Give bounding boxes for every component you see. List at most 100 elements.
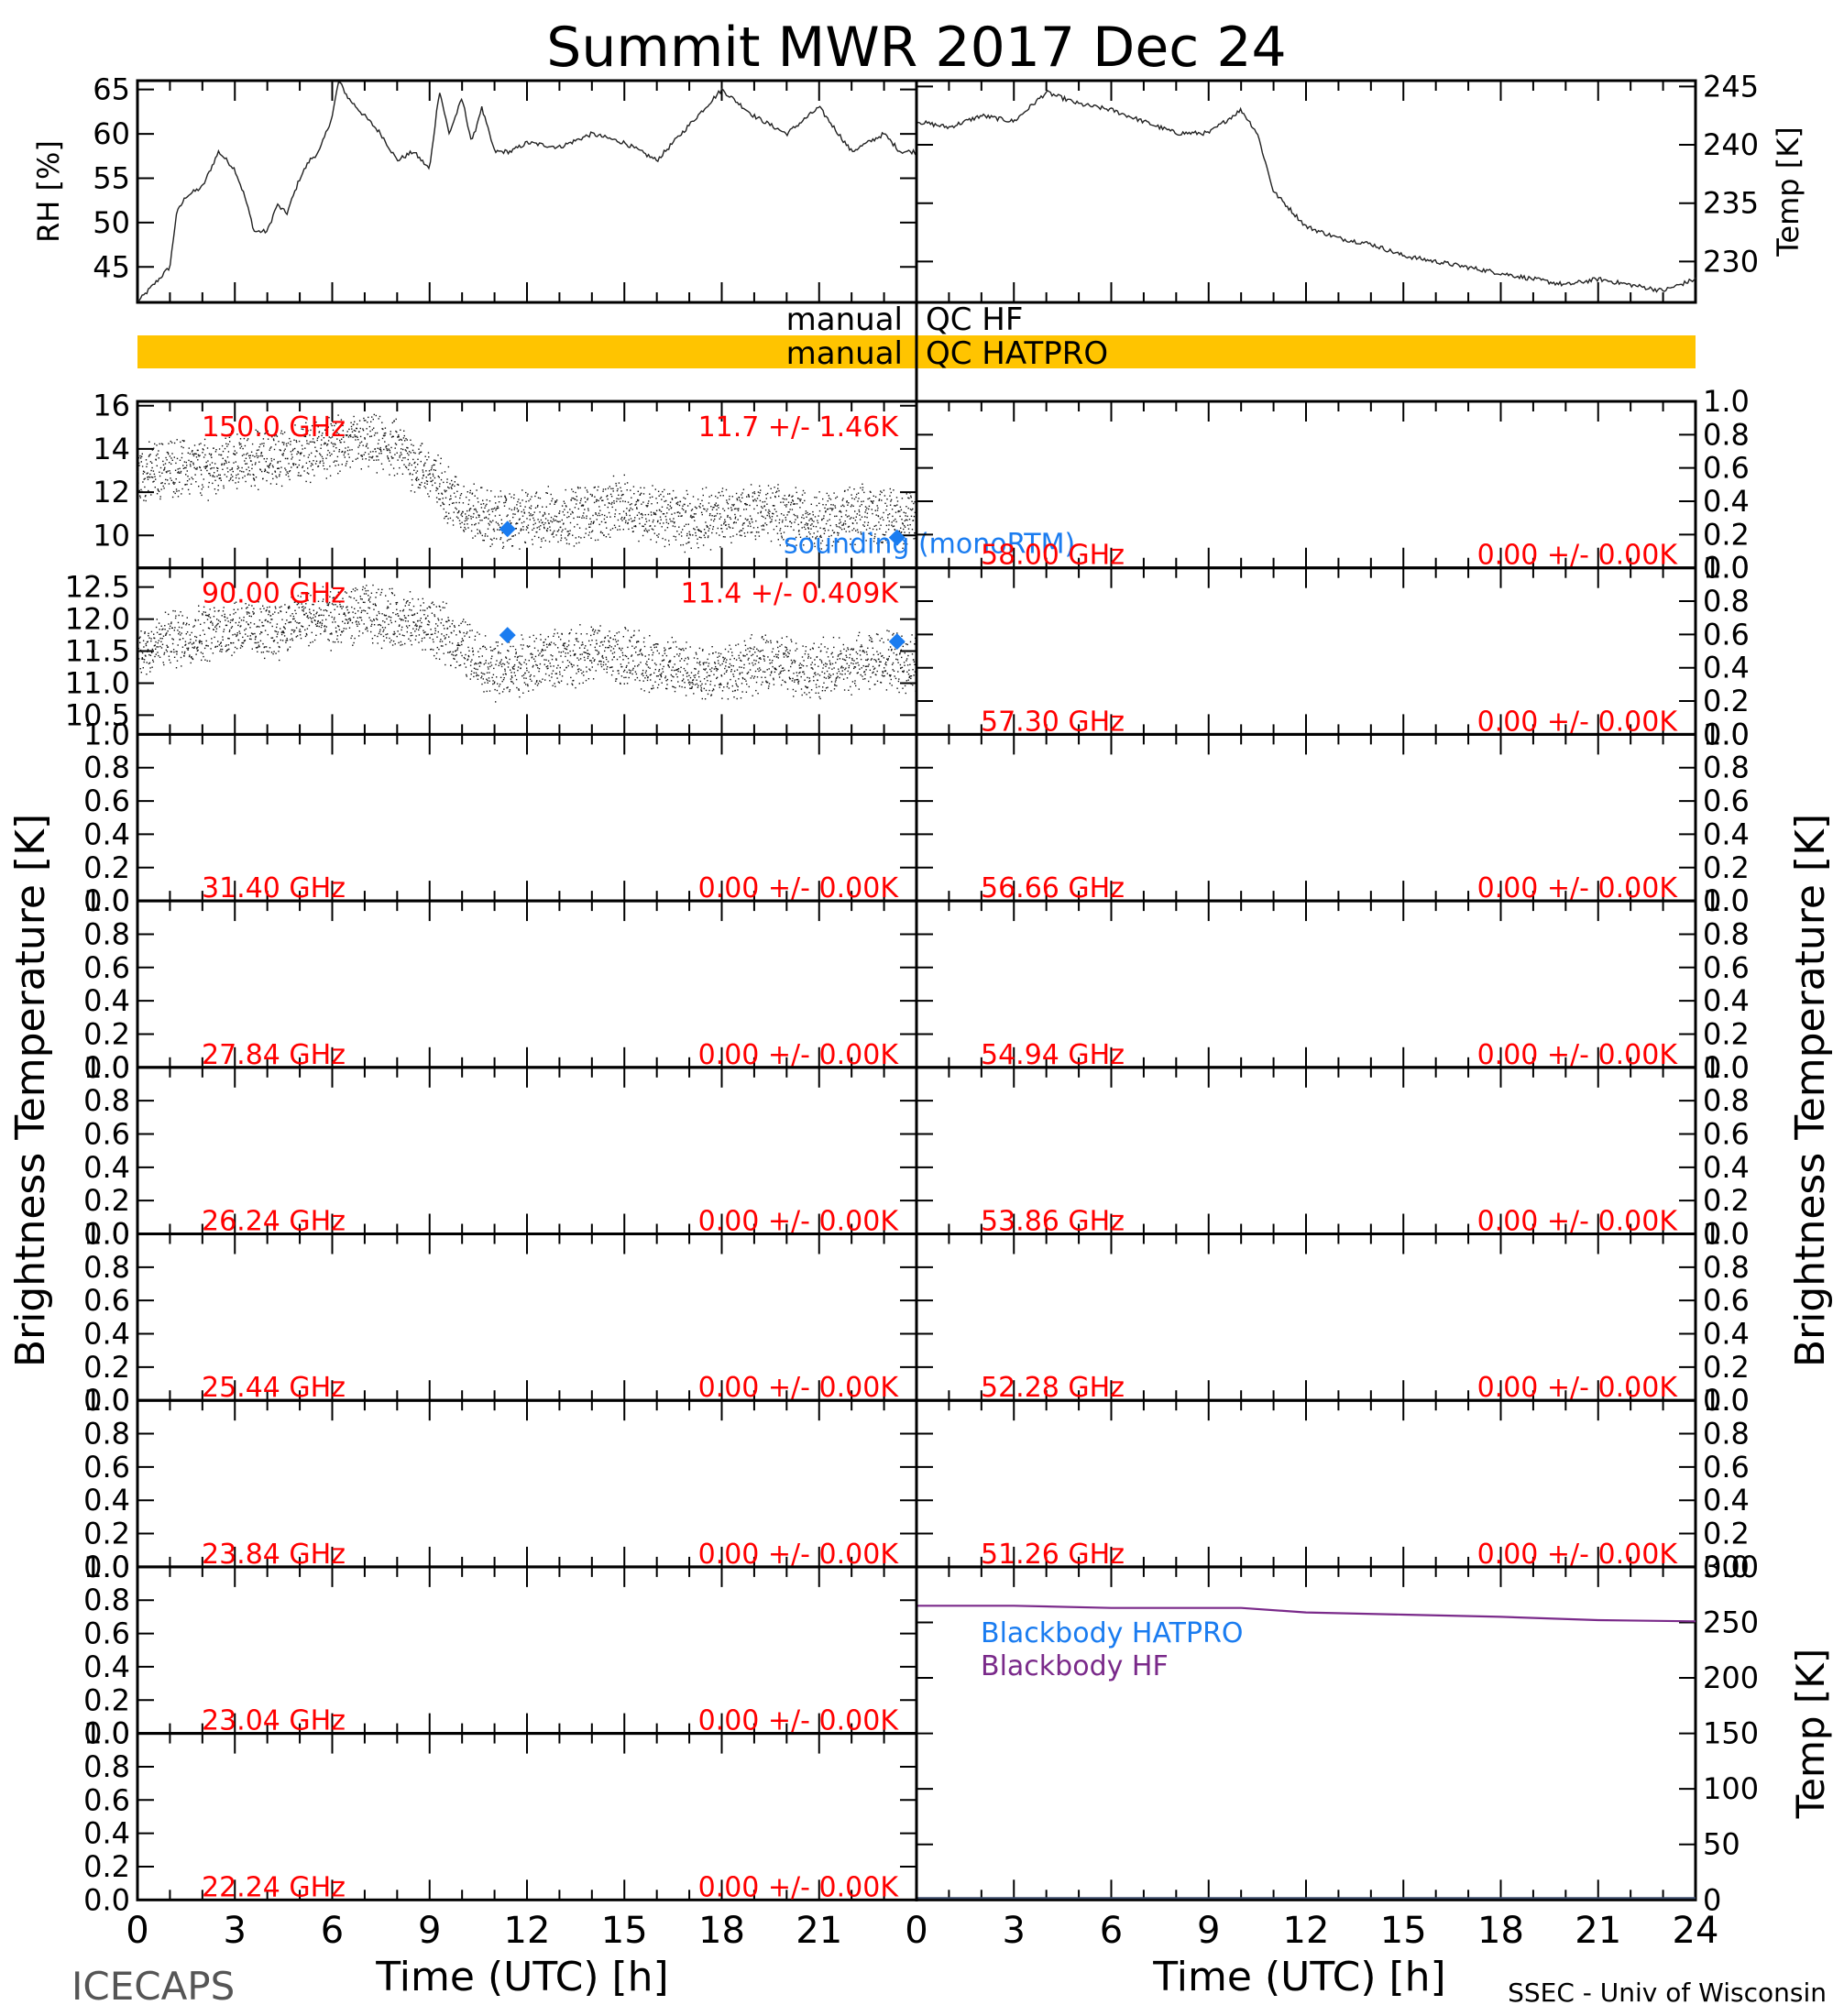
data-point bbox=[556, 667, 558, 669]
data-point bbox=[739, 534, 741, 536]
data-point bbox=[635, 525, 637, 528]
data-point bbox=[170, 463, 172, 465]
data-point bbox=[465, 513, 466, 515]
data-point bbox=[248, 455, 250, 457]
data-point bbox=[287, 607, 290, 608]
data-point bbox=[537, 683, 540, 685]
data-point bbox=[502, 663, 504, 664]
data-point bbox=[532, 634, 534, 637]
data-point bbox=[403, 598, 405, 601]
data-point bbox=[327, 604, 329, 607]
data-point bbox=[355, 439, 357, 441]
data-point bbox=[764, 509, 767, 511]
data-point bbox=[841, 504, 844, 506]
data-point bbox=[521, 521, 523, 524]
data-point bbox=[495, 701, 497, 703]
data-point bbox=[457, 511, 460, 513]
data-point bbox=[719, 513, 721, 515]
data-point bbox=[685, 670, 686, 672]
data-point bbox=[606, 672, 608, 674]
data-point bbox=[310, 641, 312, 643]
data-point bbox=[169, 470, 170, 472]
data-point bbox=[214, 645, 217, 648]
data-point bbox=[280, 466, 282, 468]
data-point bbox=[195, 456, 198, 458]
data-point bbox=[421, 621, 423, 624]
data-point bbox=[544, 513, 546, 515]
data-point bbox=[517, 666, 520, 668]
data-point bbox=[569, 530, 571, 531]
data-point bbox=[490, 664, 493, 666]
data-point bbox=[537, 667, 539, 669]
data-point bbox=[231, 467, 234, 469]
data-point bbox=[472, 537, 474, 539]
data-point bbox=[625, 512, 627, 514]
data-point bbox=[185, 466, 187, 469]
data-point bbox=[207, 615, 209, 617]
data-point bbox=[519, 696, 521, 698]
data-point bbox=[252, 477, 255, 479]
data-point bbox=[879, 493, 881, 496]
data-point bbox=[835, 524, 838, 526]
data-point bbox=[579, 499, 582, 502]
data-point bbox=[436, 646, 438, 649]
data-point bbox=[245, 457, 247, 459]
data-point bbox=[591, 495, 593, 498]
data-point bbox=[193, 625, 195, 627]
data-point bbox=[378, 588, 379, 590]
data-point bbox=[555, 534, 557, 536]
data-point bbox=[833, 492, 835, 494]
data-point bbox=[415, 628, 418, 630]
data-point bbox=[660, 674, 662, 676]
data-point bbox=[587, 657, 589, 660]
data-point bbox=[394, 643, 396, 645]
data-point bbox=[500, 663, 502, 665]
data-point bbox=[548, 644, 550, 646]
data-point bbox=[222, 636, 224, 638]
data-point bbox=[332, 597, 334, 599]
data-point bbox=[188, 447, 190, 449]
data-point bbox=[641, 652, 642, 654]
data-point bbox=[185, 474, 187, 476]
data-point bbox=[908, 519, 911, 520]
data-point bbox=[183, 440, 185, 442]
data-point bbox=[186, 631, 189, 633]
data-point bbox=[808, 537, 810, 539]
data-point bbox=[311, 452, 313, 455]
data-point bbox=[198, 455, 200, 457]
data-point bbox=[552, 685, 554, 686]
data-point bbox=[705, 521, 707, 523]
data-point bbox=[599, 625, 601, 627]
data-point bbox=[432, 633, 434, 635]
data-point bbox=[342, 430, 344, 432]
data-point bbox=[783, 531, 785, 533]
data-point bbox=[223, 629, 225, 630]
data-point bbox=[141, 657, 143, 659]
data-point bbox=[645, 663, 647, 665]
data-point bbox=[569, 632, 571, 634]
data-point bbox=[797, 498, 799, 499]
data-point bbox=[881, 491, 883, 494]
data-point bbox=[654, 643, 657, 645]
data-point bbox=[463, 656, 466, 659]
data-point bbox=[327, 639, 329, 641]
data-point bbox=[601, 532, 604, 534]
data-point bbox=[482, 539, 484, 542]
data-point bbox=[810, 528, 812, 530]
data-point bbox=[847, 488, 849, 491]
data-point bbox=[574, 526, 576, 528]
data-point bbox=[378, 459, 379, 461]
data-point bbox=[234, 602, 236, 604]
data-point bbox=[192, 658, 194, 661]
data-point bbox=[287, 442, 290, 444]
data-point bbox=[295, 612, 297, 615]
data-point bbox=[189, 453, 191, 455]
data-point bbox=[291, 613, 293, 615]
data-point bbox=[787, 511, 789, 513]
data-point bbox=[734, 680, 737, 682]
data-point bbox=[727, 682, 729, 684]
data-point bbox=[526, 645, 529, 647]
data-point bbox=[715, 515, 717, 517]
data-point bbox=[357, 617, 358, 619]
data-point bbox=[287, 648, 289, 651]
